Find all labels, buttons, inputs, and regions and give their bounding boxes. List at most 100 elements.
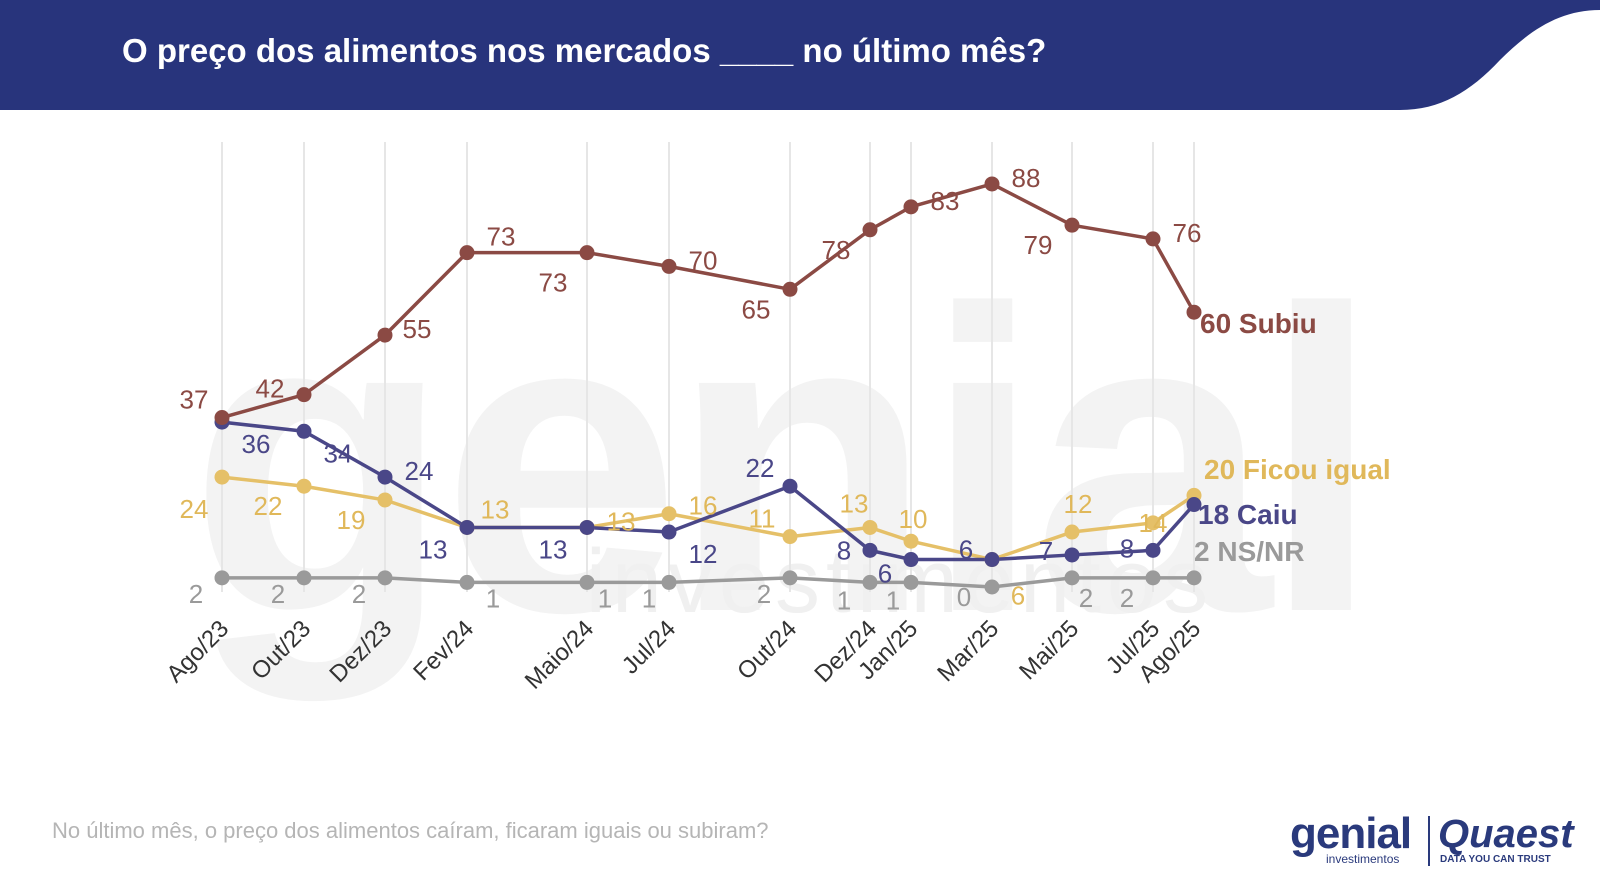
data-point-ns-nr <box>782 570 798 586</box>
data-label-caiu: 7 <box>1039 536 1053 566</box>
data-point-caiu <box>1145 542 1161 558</box>
data-point-ficou-igual <box>214 469 230 485</box>
watermark: genial investimentos <box>189 222 1382 704</box>
data-point-caiu <box>1186 497 1202 513</box>
data-point-subiu <box>782 281 798 297</box>
data-label-ficou-igual: 16 <box>689 491 718 521</box>
data-label-ns-nr: 2 <box>1079 583 1093 613</box>
data-label-ficou-igual: 14 <box>1139 508 1168 538</box>
data-point-subiu <box>862 222 878 238</box>
data-label-ns-nr: 2 <box>757 579 771 609</box>
data-label-ficou-igual: 10 <box>899 504 928 534</box>
data-point-subiu <box>377 327 393 343</box>
data-label-ns-nr: 1 <box>837 585 851 615</box>
data-point-ficou-igual <box>862 519 878 535</box>
data-label-subiu: 37 <box>180 385 209 415</box>
data-point-subiu <box>1145 231 1161 247</box>
data-label-subiu: 55 <box>403 314 432 344</box>
data-label-subiu: 73 <box>487 222 516 252</box>
data-label-ficou-igual: 13 <box>840 488 869 518</box>
end-label-ns-nr: 2 NS/NR <box>1194 536 1304 567</box>
data-point-ns-nr <box>984 579 1000 595</box>
series-end-labels: 2 NS/NR 20 Ficou igual 18 Caiu 60 Subiu <box>1194 308 1391 567</box>
data-point-subiu <box>579 245 595 261</box>
data-label-subiu: 83 <box>931 186 960 216</box>
data-label-subiu: 65 <box>742 294 771 324</box>
data-point-ns-nr <box>579 574 595 590</box>
series-points <box>214 176 1202 595</box>
data-label-subiu: 70 <box>689 245 718 275</box>
data-label-ficou-igual: 19 <box>337 505 366 535</box>
data-point-subiu <box>459 245 475 261</box>
data-label-caiu: 22 <box>746 453 775 483</box>
data-label-ns-nr: 1 <box>886 585 900 615</box>
data-point-subiu <box>661 258 677 274</box>
data-point-caiu <box>377 469 393 485</box>
data-point-subiu <box>903 199 919 215</box>
end-label-caiu: 18 Caiu <box>1198 499 1298 530</box>
data-point-subiu <box>296 387 312 403</box>
data-label-ns-nr: 1 <box>486 583 500 613</box>
data-point-caiu <box>459 519 475 535</box>
data-point-subiu <box>984 176 1000 192</box>
data-label-caiu: 8 <box>1120 533 1134 563</box>
data-point-caiu <box>782 478 798 494</box>
data-point-ns-nr <box>1186 570 1202 586</box>
data-point-ficou-igual <box>296 478 312 494</box>
data-point-ficou-igual <box>661 506 677 522</box>
data-point-caiu <box>296 423 312 439</box>
logos: genial investimentos Quaest DATA YOU CAN… <box>1290 812 1574 872</box>
data-label-subiu: 73 <box>539 268 568 298</box>
data-point-ficou-igual <box>782 529 798 545</box>
data-point-ns-nr <box>459 574 475 590</box>
data-point-caiu <box>862 542 878 558</box>
data-point-ficou-igual <box>377 492 393 508</box>
data-label-ficou-igual: 13 <box>607 506 636 536</box>
end-label-subiu: 60 Subiu <box>1200 308 1317 339</box>
data-point-ns-nr <box>214 570 230 586</box>
footnote: No último mês, o preço dos alimentos caí… <box>52 818 769 843</box>
data-label-subiu: 76 <box>1173 218 1202 248</box>
data-label-caiu: 12 <box>689 539 718 569</box>
data-point-caiu <box>903 552 919 568</box>
data-label-subiu: 42 <box>256 374 285 404</box>
quaest-logo: Quaest <box>1438 812 1574 856</box>
data-point-ficou-igual <box>1064 524 1080 540</box>
data-label-caiu: 34 <box>324 438 353 468</box>
data-point-ns-nr <box>1145 570 1161 586</box>
data-label-subiu: 79 <box>1024 230 1053 260</box>
data-label-ficou-igual: 22 <box>254 491 283 521</box>
data-point-caiu <box>661 524 677 540</box>
data-label-caiu: 13 <box>539 534 568 564</box>
data-label-caiu: 24 <box>405 456 434 486</box>
data-label-ficou-igual: 11 <box>749 504 776 534</box>
watermark-logo: genial <box>189 222 1372 704</box>
data-point-ns-nr <box>377 570 393 586</box>
data-label-ns-nr: 0 <box>957 582 971 612</box>
data-label-caiu: 8 <box>837 535 851 565</box>
data-label-ns-nr: 2 <box>189 579 203 609</box>
data-point-subiu <box>1064 217 1080 233</box>
data-label-ns-nr: 2 <box>352 579 366 609</box>
data-label-caiu: 13 <box>419 534 448 564</box>
data-point-ficou-igual <box>1145 515 1161 531</box>
data-point-ns-nr <box>1064 570 1080 586</box>
data-point-ns-nr <box>661 574 677 590</box>
data-point-ns-nr <box>903 574 919 590</box>
data-label-caiu: 6 <box>878 559 892 589</box>
data-point-ns-nr <box>296 570 312 586</box>
data-label-subiu: 88 <box>1012 163 1041 193</box>
data-label-ficou-igual: 6 <box>1011 581 1025 611</box>
data-point-caiu <box>984 552 1000 568</box>
data-label-ficou-igual: 24 <box>180 494 209 524</box>
data-point-caiu <box>579 519 595 535</box>
logo-divider <box>1428 816 1430 866</box>
data-label-ns-nr: 2 <box>271 579 285 609</box>
data-point-subiu <box>1186 304 1202 320</box>
data-label-caiu: 6 <box>959 535 973 565</box>
data-point-caiu <box>1064 547 1080 563</box>
data-label-ficou-igual: 12 <box>1064 489 1093 519</box>
page-title: O preço dos alimentos nos mercados ____ … <box>122 32 1047 69</box>
